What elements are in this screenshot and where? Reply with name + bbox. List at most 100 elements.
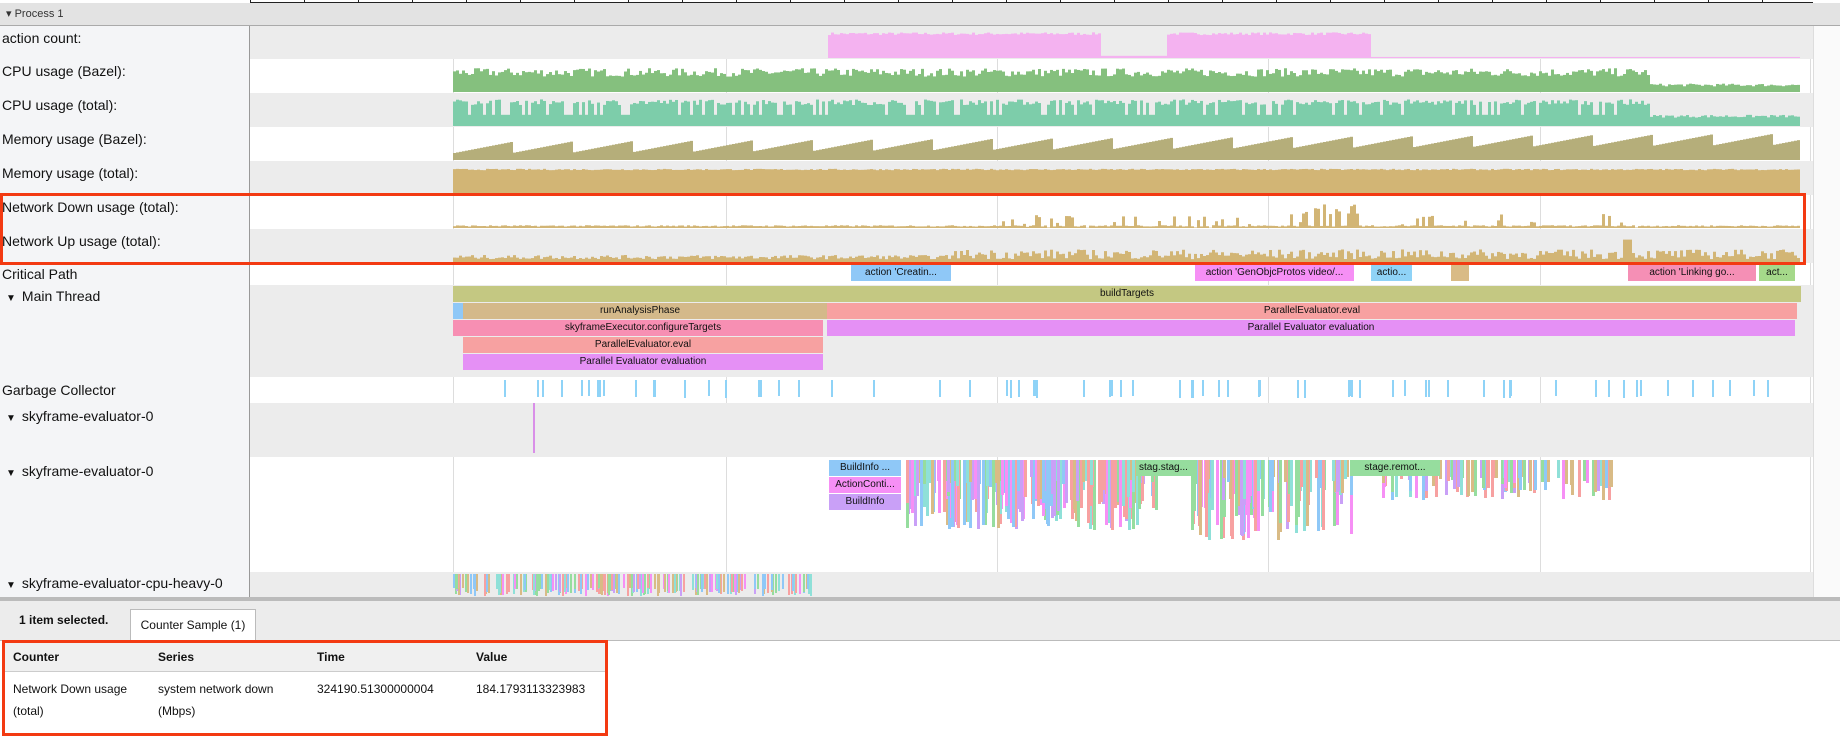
slice[interactable]: act... (1759, 265, 1795, 281)
slice[interactable] (994, 460, 998, 483)
slice[interactable] (674, 574, 676, 594)
slice[interactable] (473, 574, 476, 589)
slice[interactable] (1504, 460, 1508, 488)
slice[interactable] (1083, 380, 1086, 398)
slice[interactable] (799, 574, 802, 595)
slice[interactable] (533, 403, 535, 453)
slice[interactable] (1451, 265, 1469, 281)
slice[interactable] (578, 574, 581, 592)
slice[interactable] (928, 460, 932, 483)
slice[interactable] (1035, 380, 1038, 398)
slice[interactable] (1227, 460, 1231, 482)
slice[interactable] (1513, 460, 1517, 483)
slice[interactable] (532, 574, 535, 595)
slice[interactable] (1608, 460, 1612, 486)
slice[interactable] (1033, 380, 1035, 397)
slice[interactable] (1323, 460, 1327, 491)
slice[interactable] (982, 460, 986, 526)
slice[interactable] (1137, 460, 1141, 509)
slice[interactable] (1191, 380, 1194, 398)
slice[interactable] (711, 574, 714, 593)
slice[interactable] (1239, 460, 1243, 535)
slice[interactable] (947, 460, 951, 493)
column-header-counter[interactable]: Counter (5, 643, 150, 672)
slice[interactable] (639, 574, 642, 589)
slice[interactable] (598, 380, 601, 397)
slice[interactable] (649, 574, 652, 594)
slice[interactable] (641, 574, 644, 594)
slice[interactable] (906, 460, 910, 503)
slice[interactable] (1456, 460, 1460, 488)
slice[interactable] (735, 574, 738, 595)
slice[interactable] (1194, 460, 1198, 484)
slice[interactable] (1599, 460, 1603, 486)
slice[interactable] (1032, 460, 1036, 519)
slice[interactable] (1107, 460, 1111, 524)
slice[interactable] (653, 380, 656, 397)
slice[interactable] (1404, 380, 1407, 397)
slice[interactable] (666, 574, 669, 592)
slice[interactable] (1211, 460, 1215, 511)
slice[interactable] (806, 574, 809, 589)
slice[interactable] (1287, 460, 1291, 495)
slice[interactable] (1392, 380, 1395, 398)
slice[interactable] (702, 574, 705, 590)
slice[interactable] (1585, 460, 1589, 484)
slice[interactable] (585, 574, 588, 596)
slice[interactable] (1056, 460, 1060, 512)
counter-track-network-up[interactable]: Network Up usage (total): (0, 229, 1813, 263)
slice[interactable] (695, 574, 698, 593)
slice[interactable] (1134, 460, 1137, 504)
slice[interactable] (654, 574, 657, 590)
slice[interactable] (976, 460, 980, 530)
slice[interactable] (966, 460, 969, 483)
slice[interactable] (1446, 460, 1450, 482)
slice[interactable] (932, 460, 936, 513)
slice[interactable] (962, 460, 966, 526)
slice[interactable] (1582, 460, 1586, 481)
counter-track-memory-total[interactable]: Memory usage (total): (0, 161, 1813, 195)
slice[interactable] (706, 574, 709, 595)
slice[interactable] (1243, 460, 1247, 500)
slice[interactable] (596, 380, 599, 397)
slice[interactable] (1045, 460, 1049, 524)
slice[interactable] (1305, 460, 1309, 527)
time-ruler[interactable] (250, 0, 1813, 3)
slice[interactable] (1220, 460, 1223, 540)
slice[interactable] (1178, 380, 1181, 398)
slice[interactable] (915, 460, 919, 497)
slice[interactable] (513, 574, 516, 589)
counter-graph[interactable] (250, 59, 1813, 93)
slice[interactable]: Parallel Evaluator evaluation (827, 320, 1795, 336)
slice[interactable] (1349, 460, 1353, 496)
slice[interactable] (1013, 460, 1017, 527)
slice[interactable] (732, 574, 735, 593)
slice[interactable] (1350, 380, 1353, 398)
slice[interactable]: actio... (1371, 265, 1412, 281)
slice[interactable] (1434, 460, 1438, 497)
slice[interactable] (973, 460, 977, 499)
slice[interactable] (984, 460, 988, 526)
slice[interactable] (558, 574, 561, 593)
slice[interactable] (1459, 460, 1463, 495)
slice[interactable] (1010, 380, 1013, 398)
slice[interactable] (476, 574, 479, 591)
slice[interactable]: stag.stag... (1136, 460, 1191, 476)
slice[interactable] (455, 574, 458, 590)
slice[interactable] (1024, 460, 1028, 498)
slice[interactable] (1108, 380, 1111, 398)
slice[interactable] (1277, 460, 1281, 483)
slice[interactable] (761, 574, 764, 596)
slice[interactable] (564, 574, 567, 592)
slice[interactable] (1010, 460, 1013, 524)
slice[interactable] (1343, 460, 1347, 479)
slice[interactable] (1597, 460, 1601, 492)
counter-track-network-down[interactable]: Network Down usage (total): (0, 195, 1813, 229)
slice[interactable] (1294, 460, 1298, 526)
slice[interactable] (453, 574, 456, 589)
slice[interactable] (696, 574, 699, 596)
slice[interactable] (1636, 380, 1639, 397)
slice[interactable] (539, 574, 542, 590)
slice[interactable] (1084, 460, 1088, 481)
slice[interactable] (1229, 460, 1233, 499)
